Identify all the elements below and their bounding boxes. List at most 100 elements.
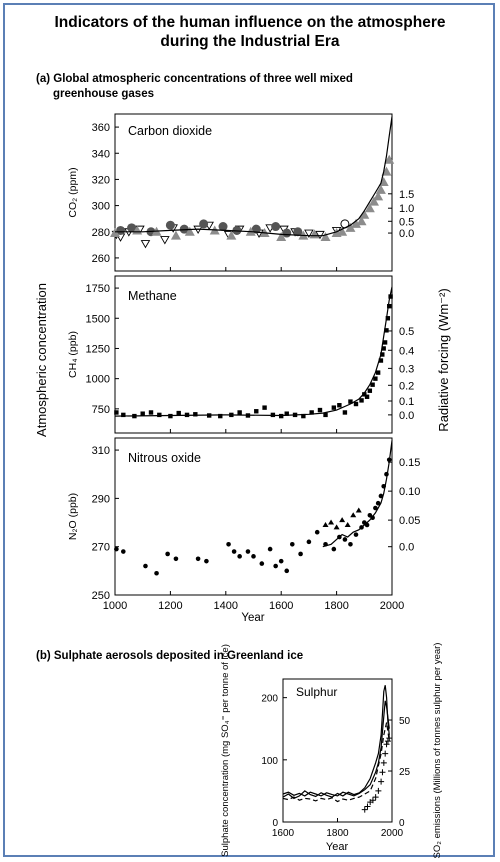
data-marker	[114, 410, 119, 415]
data-marker	[157, 412, 162, 418]
data-marker	[348, 399, 353, 404]
data-marker	[378, 358, 384, 363]
data-marker	[375, 370, 381, 375]
right-tick-label: 0.1	[399, 396, 414, 408]
series-line	[282, 722, 390, 803]
data-marker	[284, 568, 290, 574]
y-tick-label: 200	[261, 694, 278, 705]
y-tick-label: 250	[92, 590, 110, 602]
left-axis-label: Atmospheric concentration	[34, 283, 49, 437]
y-tick-label: 260	[92, 253, 110, 265]
x-axis-label: Year	[326, 841, 349, 853]
data-marker	[140, 240, 151, 249]
data-marker	[282, 228, 292, 238]
data-marker	[372, 794, 379, 801]
data-marker	[356, 216, 367, 226]
data-marker	[337, 226, 348, 236]
data-marker	[368, 196, 379, 206]
figure-frame	[3, 3, 495, 857]
data-marker	[364, 203, 375, 213]
y-tick-label: 1250	[86, 343, 110, 355]
data-marker	[382, 750, 389, 757]
data-marker	[176, 410, 181, 416]
data-marker	[226, 541, 231, 547]
y-axis-label: CH₄ (ppb)	[67, 331, 79, 378]
data-marker	[369, 797, 376, 804]
y-tick-label: 0	[272, 818, 278, 829]
right-tick-label: 25	[399, 767, 411, 778]
data-marker	[218, 413, 223, 419]
right-tick-label: 0.15	[399, 457, 420, 469]
data-marker	[237, 410, 242, 415]
data-marker	[204, 558, 209, 564]
data-marker	[359, 398, 364, 403]
panel-title: Methane	[128, 289, 177, 303]
data-marker	[320, 231, 331, 241]
data-marker	[251, 554, 256, 559]
data-marker	[245, 549, 251, 554]
data-marker	[384, 328, 389, 333]
y-axis-label: CO₂ (ppm)	[67, 167, 79, 217]
section-b-heading: (b) Sulphate aerosols deposited in Green…	[36, 650, 303, 662]
right-tick-label: 0.10	[399, 486, 420, 498]
data-marker	[262, 405, 267, 410]
right-tick-label: 0.0	[399, 542, 414, 554]
series-line	[114, 286, 393, 417]
data-marker	[364, 394, 370, 399]
data-marker	[317, 407, 323, 413]
data-marker	[193, 412, 198, 417]
data-marker	[353, 532, 359, 537]
data-marker	[170, 230, 181, 240]
data-marker	[267, 546, 273, 552]
data-marker	[373, 376, 378, 381]
data-marker	[271, 222, 281, 232]
data-marker	[309, 410, 314, 415]
plot-frame	[114, 275, 393, 434]
data-marker	[289, 541, 295, 547]
data-marker	[237, 554, 242, 559]
section-a-line-2: greenhouse gases	[53, 88, 154, 100]
x-tick-label: 1000	[103, 600, 127, 612]
data-marker	[273, 563, 278, 569]
y-tick-label: 1750	[86, 283, 110, 295]
data-marker	[121, 412, 126, 418]
data-marker	[373, 191, 384, 201]
data-marker	[301, 413, 306, 419]
section-a-line-1: (a) Global atmospheric concentrations of…	[36, 73, 353, 85]
right-tick-label: 0	[399, 818, 405, 829]
data-marker	[383, 741, 390, 748]
y-tick-label: 290	[92, 493, 110, 505]
data-marker	[331, 546, 337, 552]
right-tick-label: 0.5	[399, 216, 414, 228]
data-marker	[342, 537, 348, 542]
right-tick-label: 0.0	[399, 410, 414, 422]
title-line-1: Indicators of the human influence on the…	[55, 14, 446, 31]
data-marker	[110, 228, 120, 238]
chart-panel-4: Sulphur 0 100 200 Sulphate concentration (mg…	[220, 643, 443, 859]
y-tick-label: 280	[92, 227, 110, 239]
data-marker	[362, 392, 367, 397]
right-tick-label: 1.5	[399, 189, 414, 201]
y-axis-label: Sulphate concentration (mg SO₄⁼ per tonn…	[220, 644, 231, 857]
data-marker	[323, 412, 328, 418]
data-marker	[140, 411, 145, 416]
y-tick-label: 100	[261, 756, 278, 767]
y-tick-label: 360	[92, 122, 110, 134]
panels: Carbon dioxide 260 280 300 320 340 360 CO₂ (ppm…	[67, 113, 443, 859]
data-marker	[298, 551, 303, 557]
data-marker	[254, 409, 259, 414]
right-tick-label: 0.4	[399, 345, 414, 357]
data-marker	[278, 558, 284, 564]
data-marker	[165, 551, 170, 557]
right-axis-label: Radiative forcing (Wm⁻²)	[436, 288, 451, 431]
chart-panel-1: Carbon dioxide 260 280 300 320 340 360 CO₂ (ppm…	[67, 113, 414, 272]
x-tick-label: 1200	[158, 600, 182, 612]
y-tick-label: 310	[92, 445, 110, 457]
data-marker	[388, 294, 393, 299]
data-marker	[179, 224, 189, 234]
data-marker	[342, 410, 348, 415]
x-tick-label: 1800	[326, 828, 349, 839]
right-axis-label: SO₂ emissions (Millions of tonnes sulphu…	[432, 643, 443, 859]
data-marker	[384, 738, 391, 745]
data-marker	[350, 218, 361, 228]
